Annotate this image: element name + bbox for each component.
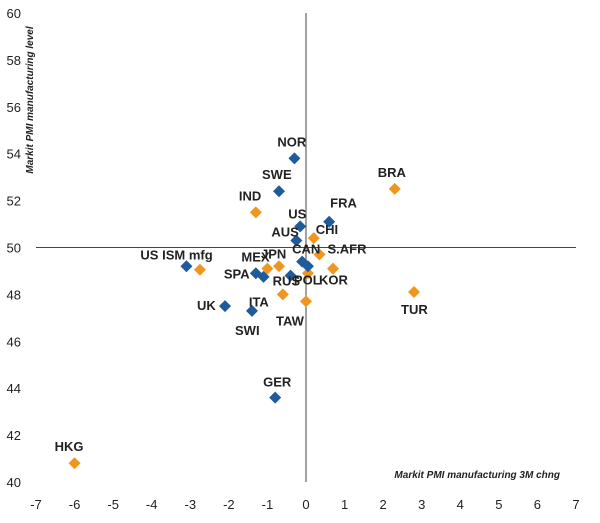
data-point-label: FRA — [330, 196, 357, 211]
data-point-label: IND — [239, 188, 261, 203]
y-tick-label: 60 — [7, 6, 21, 21]
data-point-label: HKG — [55, 439, 84, 454]
data-point-marker — [301, 267, 314, 280]
data-point-label: UK — [197, 298, 216, 313]
x-tick-label: -4 — [146, 497, 158, 512]
data-point-marker — [261, 262, 274, 275]
data-point-marker — [273, 185, 285, 198]
data-point-marker — [273, 260, 285, 273]
x-tick-label: 2 — [380, 497, 387, 512]
data-point-marker — [276, 288, 289, 301]
data-point-marker — [180, 260, 193, 273]
data-point-marker — [327, 262, 339, 275]
data-point-marker — [323, 215, 336, 228]
data-point-label: US — [288, 206, 306, 221]
data-point-marker — [284, 269, 297, 282]
y-tick-label: 58 — [7, 53, 21, 68]
data-point-label: TUR — [401, 302, 428, 317]
data-point-label: POL — [294, 272, 321, 287]
data-point-marker — [300, 295, 312, 308]
x-tick-label: 4 — [457, 497, 464, 512]
y-tick-label: 54 — [7, 147, 21, 162]
y-axis-title: Markit PMI manufacturing level — [25, 26, 36, 173]
x-axis-title: Markit PMI manufacturing 3M chng — [394, 470, 560, 481]
data-point-marker — [294, 220, 307, 233]
data-point-marker — [313, 248, 326, 261]
data-point-label: CHI — [316, 222, 338, 237]
y-tick-label: 52 — [7, 194, 21, 209]
x-tick-label: -1 — [262, 497, 274, 512]
x-tick-label: 1 — [341, 497, 348, 512]
data-point-marker — [288, 152, 301, 165]
data-point-label: SPA — [224, 266, 250, 281]
data-point-marker — [307, 232, 320, 245]
data-point-label: US ISM mfg — [140, 247, 212, 262]
data-point-marker — [269, 391, 282, 404]
y-tick-label: 46 — [7, 334, 21, 349]
y-tick-label: 56 — [7, 100, 21, 115]
data-point-marker — [193, 263, 206, 276]
x-tick-label: 0 — [302, 497, 309, 512]
data-point-marker — [246, 304, 258, 317]
data-point-marker — [257, 270, 270, 283]
y-tick-label: 40 — [7, 475, 21, 490]
data-point-label: S.AFR — [328, 242, 368, 257]
data-point-label: AUS — [271, 224, 299, 239]
y-tick-label: 50 — [7, 241, 21, 256]
data-point-label: SWI — [235, 323, 260, 338]
axes — [36, 13, 576, 482]
data-point-marker — [408, 286, 420, 299]
x-tick-label: -5 — [107, 497, 119, 512]
x-tick-label: -6 — [69, 497, 81, 512]
x-tick-label: 7 — [572, 497, 579, 512]
x-tick-label: -2 — [223, 497, 235, 512]
data-point-label: JPN — [261, 246, 286, 261]
data-point-label: TAW — [276, 313, 305, 328]
data-point-marker — [219, 300, 231, 313]
data-points — [68, 152, 420, 470]
data-point-label: GER — [263, 375, 292, 390]
y-tick-label: 42 — [7, 428, 21, 443]
x-tick-label: -7 — [30, 497, 42, 512]
data-point-label: ITA — [249, 294, 270, 309]
x-tick-label: 5 — [495, 497, 502, 512]
data-point-label: BRA — [378, 165, 407, 180]
y-tick-label: 44 — [7, 381, 21, 396]
data-point-marker — [301, 260, 314, 273]
data-point-label: NOR — [277, 134, 307, 149]
y-tick-label: 48 — [7, 287, 21, 302]
x-tick-label: 6 — [534, 497, 541, 512]
data-point-label: SWE — [262, 167, 292, 182]
x-tick-labels: -7 -6 -5 -4 -3 -2 -1 0 1 2 3 4 5 6 7 — [30, 497, 579, 512]
x-tick-label: 3 — [418, 497, 425, 512]
data-point-label: MEX — [241, 250, 270, 265]
data-point-label: CAN — [292, 242, 320, 257]
data-point-marker — [249, 206, 262, 219]
data-point-marker — [388, 182, 401, 195]
data-point-marker — [290, 234, 303, 247]
x-tick-label: -3 — [185, 497, 197, 512]
data-point-marker — [68, 457, 81, 470]
y-tick-labels: 40 42 44 46 48 50 52 54 56 58 60 — [7, 6, 21, 490]
data-point-label: KOR — [319, 273, 349, 288]
data-point-label: RUS — [273, 274, 301, 289]
